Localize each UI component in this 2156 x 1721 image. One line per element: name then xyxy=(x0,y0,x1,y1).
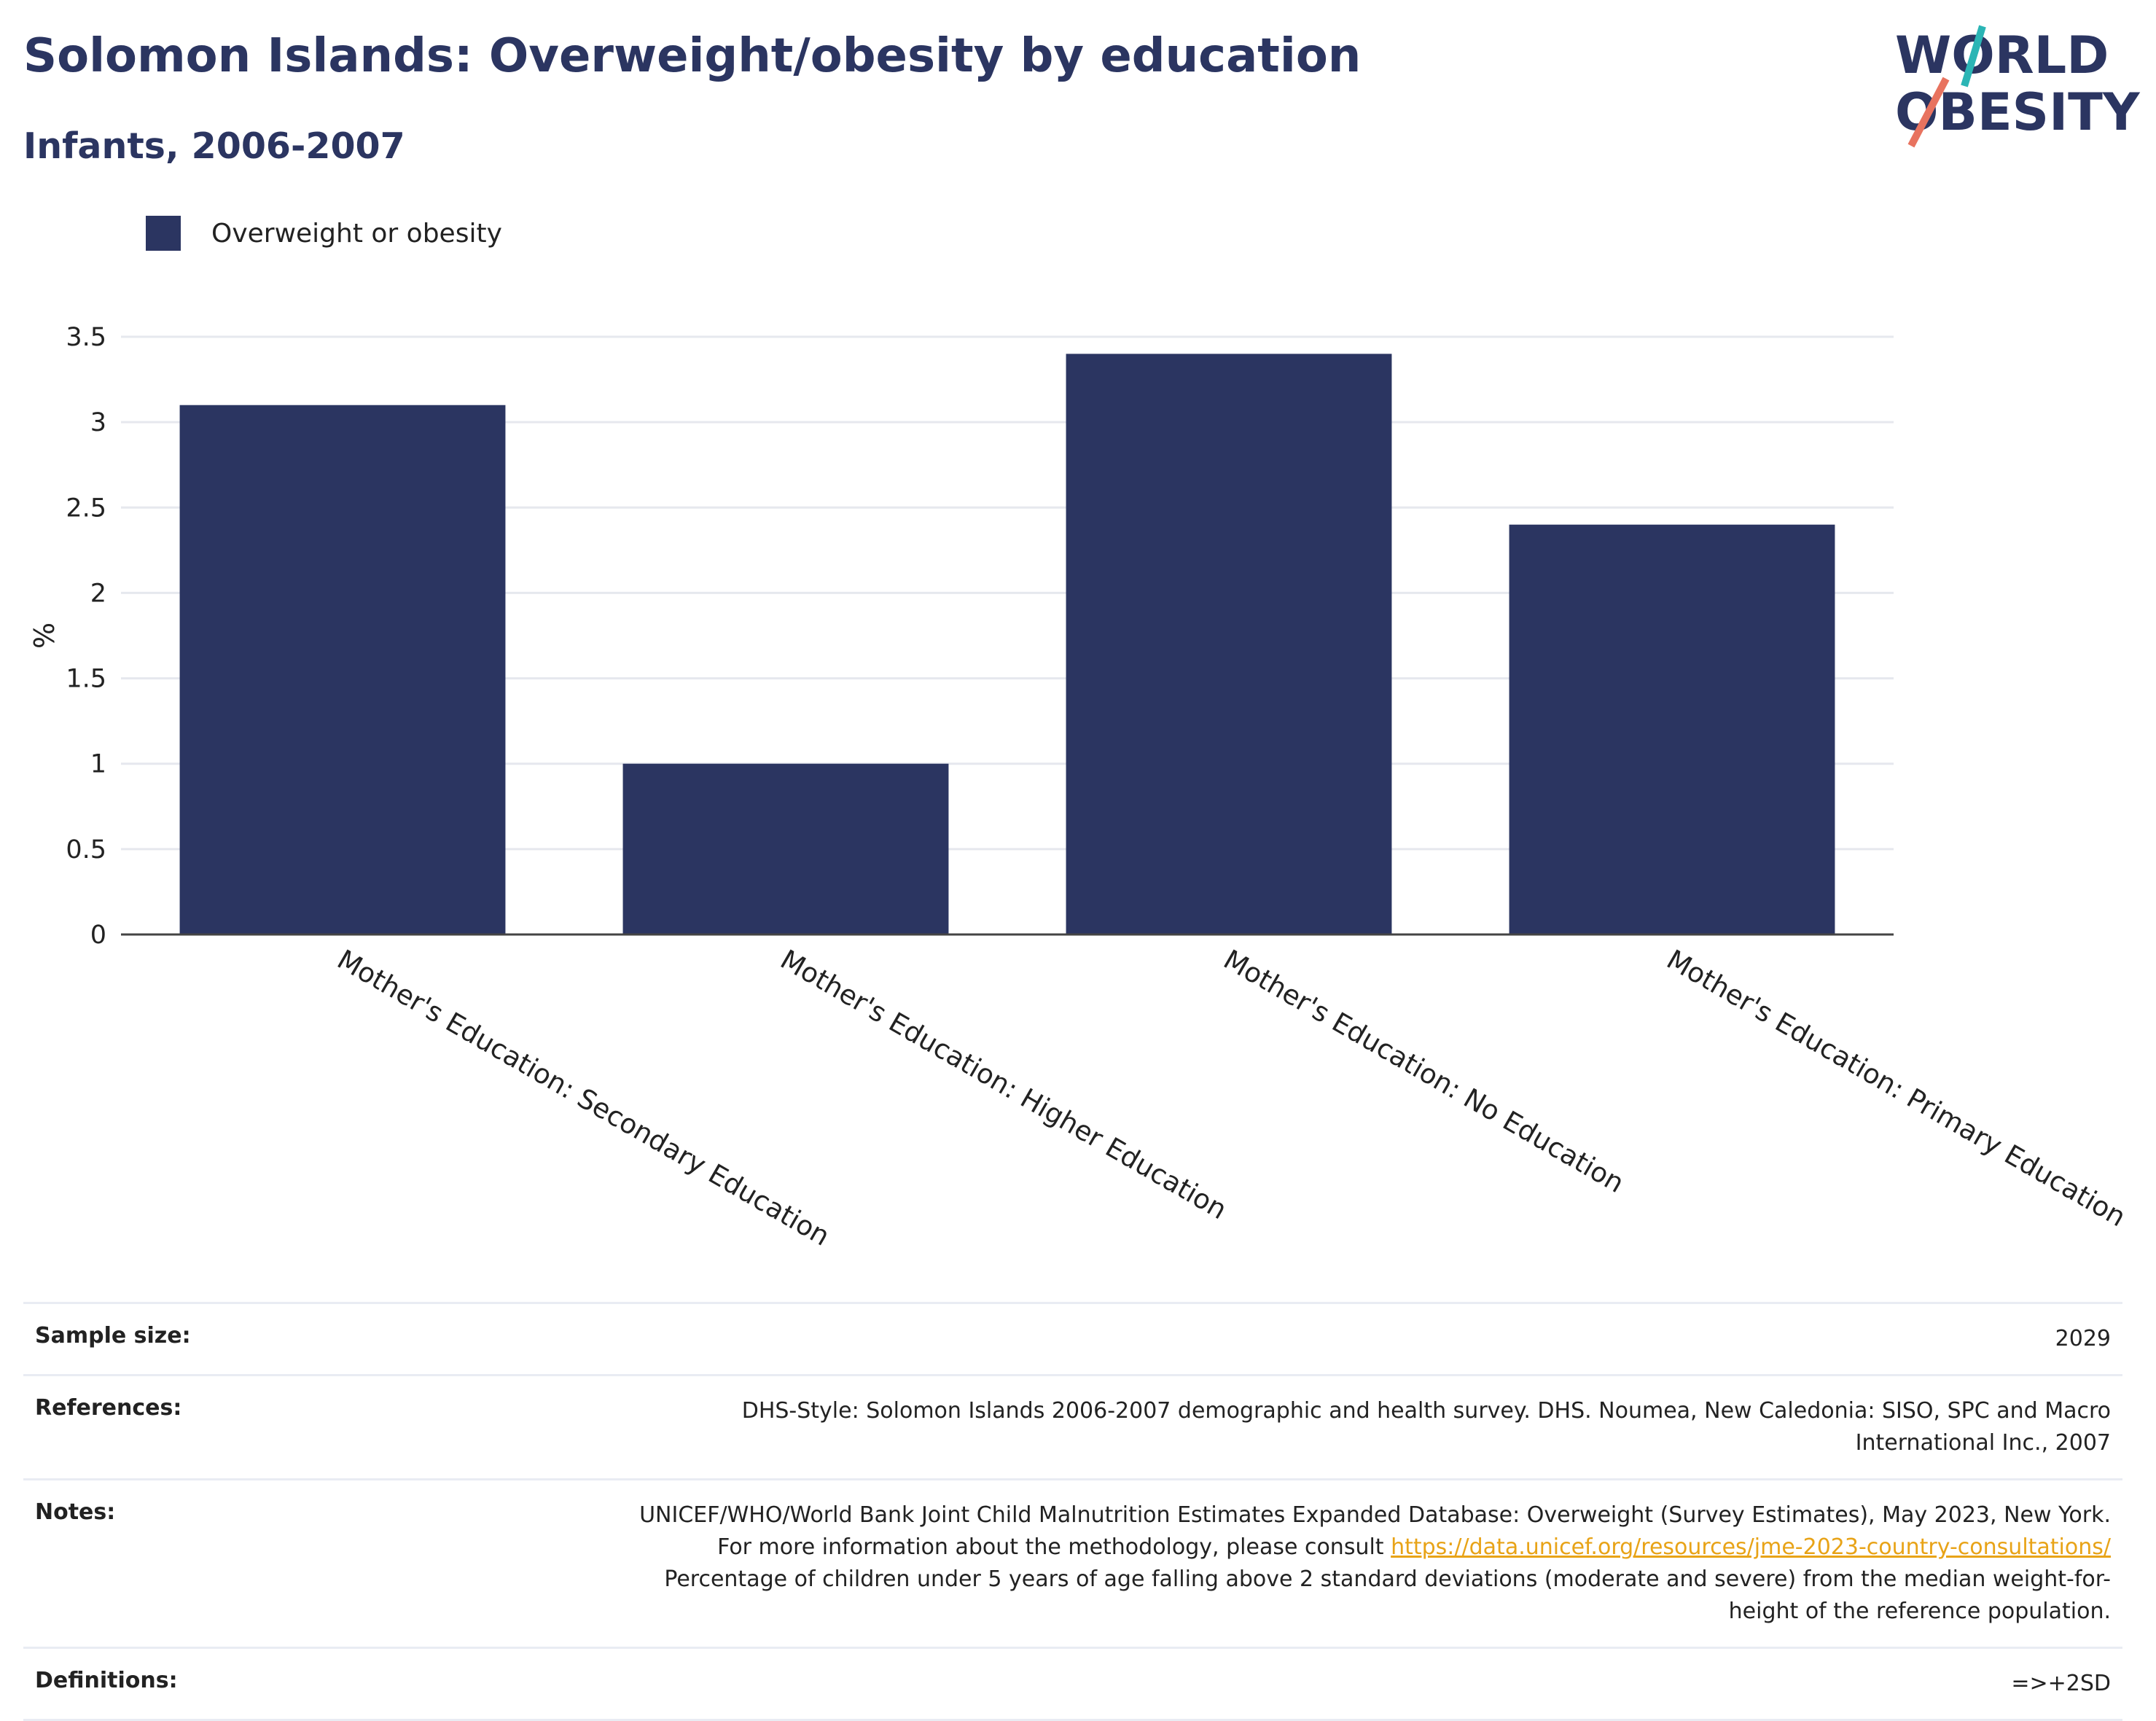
logo-coral-stroke xyxy=(1907,77,1950,148)
y-tick-label: 0.5 xyxy=(66,835,106,865)
references-row: References: DHS-Style: Solomon Islands 2… xyxy=(23,1374,2122,1478)
definitions-row: Definitions: =>+2SD xyxy=(23,1647,2122,1721)
definitions-label: Definitions: xyxy=(35,1668,178,1693)
chart-title: Solomon Islands: Overweight/obesity by e… xyxy=(23,29,1362,83)
logo-line1: WORLD xyxy=(1895,26,2109,85)
sample-size-row: Sample size: 2029 xyxy=(23,1302,2122,1374)
x-tick-label: Mother's Education: Secondary Education xyxy=(332,944,835,1252)
y-tick-label: 0 xyxy=(90,921,106,950)
notes-text-before: UNICEF/WHO/World Bank Joint Child Malnut… xyxy=(639,1502,2111,1560)
definitions-value: =>+2SD xyxy=(2011,1671,2111,1696)
chart-subtitle: Infants, 2006-2007 xyxy=(23,125,405,167)
references-value: DHS-Style: Solomon Islands 2006-2007 dem… xyxy=(741,1398,2111,1456)
logo-teal-stroke xyxy=(1961,25,1986,87)
sample-size-label: Sample size: xyxy=(35,1323,191,1349)
bar xyxy=(179,405,506,934)
y-axis-label: % xyxy=(28,623,60,649)
y-tick-label: 3 xyxy=(90,408,106,437)
x-tick-label: Mother's Education: Higher Education xyxy=(776,944,1233,1226)
notes-label: Notes: xyxy=(35,1499,116,1525)
notes-text-after: Percentage of children under 5 years of … xyxy=(664,1566,2111,1624)
methodology-link[interactable]: https://data.unicef.org/resources/jme-20… xyxy=(1391,1534,2111,1560)
references-label: References: xyxy=(35,1395,182,1421)
bar xyxy=(622,763,949,934)
notes-value: UNICEF/WHO/World Bank Joint Child Malnut… xyxy=(609,1499,2111,1628)
legend-swatch xyxy=(146,216,181,251)
world-obesity-logo: WORLD OBESITY xyxy=(1895,25,2141,148)
legend-label: Overweight or obesity xyxy=(211,218,502,249)
x-tick-label: Mother's Education: No Education xyxy=(1219,944,1630,1199)
bar-chart: 0 0.5 1 1.5 2 2.5 3 3.5% Mother's Education: Sec… xyxy=(28,323,2131,1252)
y-tick-label: 2.5 xyxy=(66,493,106,523)
notes-row: Notes: UNICEF/WHO/World Bank Joint Child… xyxy=(23,1478,2122,1647)
y-tick-label: 1.5 xyxy=(66,665,106,694)
x-tick-label: Mother's Education: Primary Education xyxy=(1662,944,2131,1233)
y-tick-label: 2 xyxy=(90,579,106,608)
y-tick-label: 1 xyxy=(90,750,106,779)
sample-size-value: 2029 xyxy=(2055,1326,2111,1351)
y-tick-label: 3.5 xyxy=(66,323,106,352)
bar xyxy=(1509,524,1835,934)
info-table: Sample size: 2029 References: DHS-Style:… xyxy=(23,1302,2122,1721)
chart-legend[interactable]: Overweight or obesity xyxy=(146,216,502,251)
bar xyxy=(1066,354,1392,934)
